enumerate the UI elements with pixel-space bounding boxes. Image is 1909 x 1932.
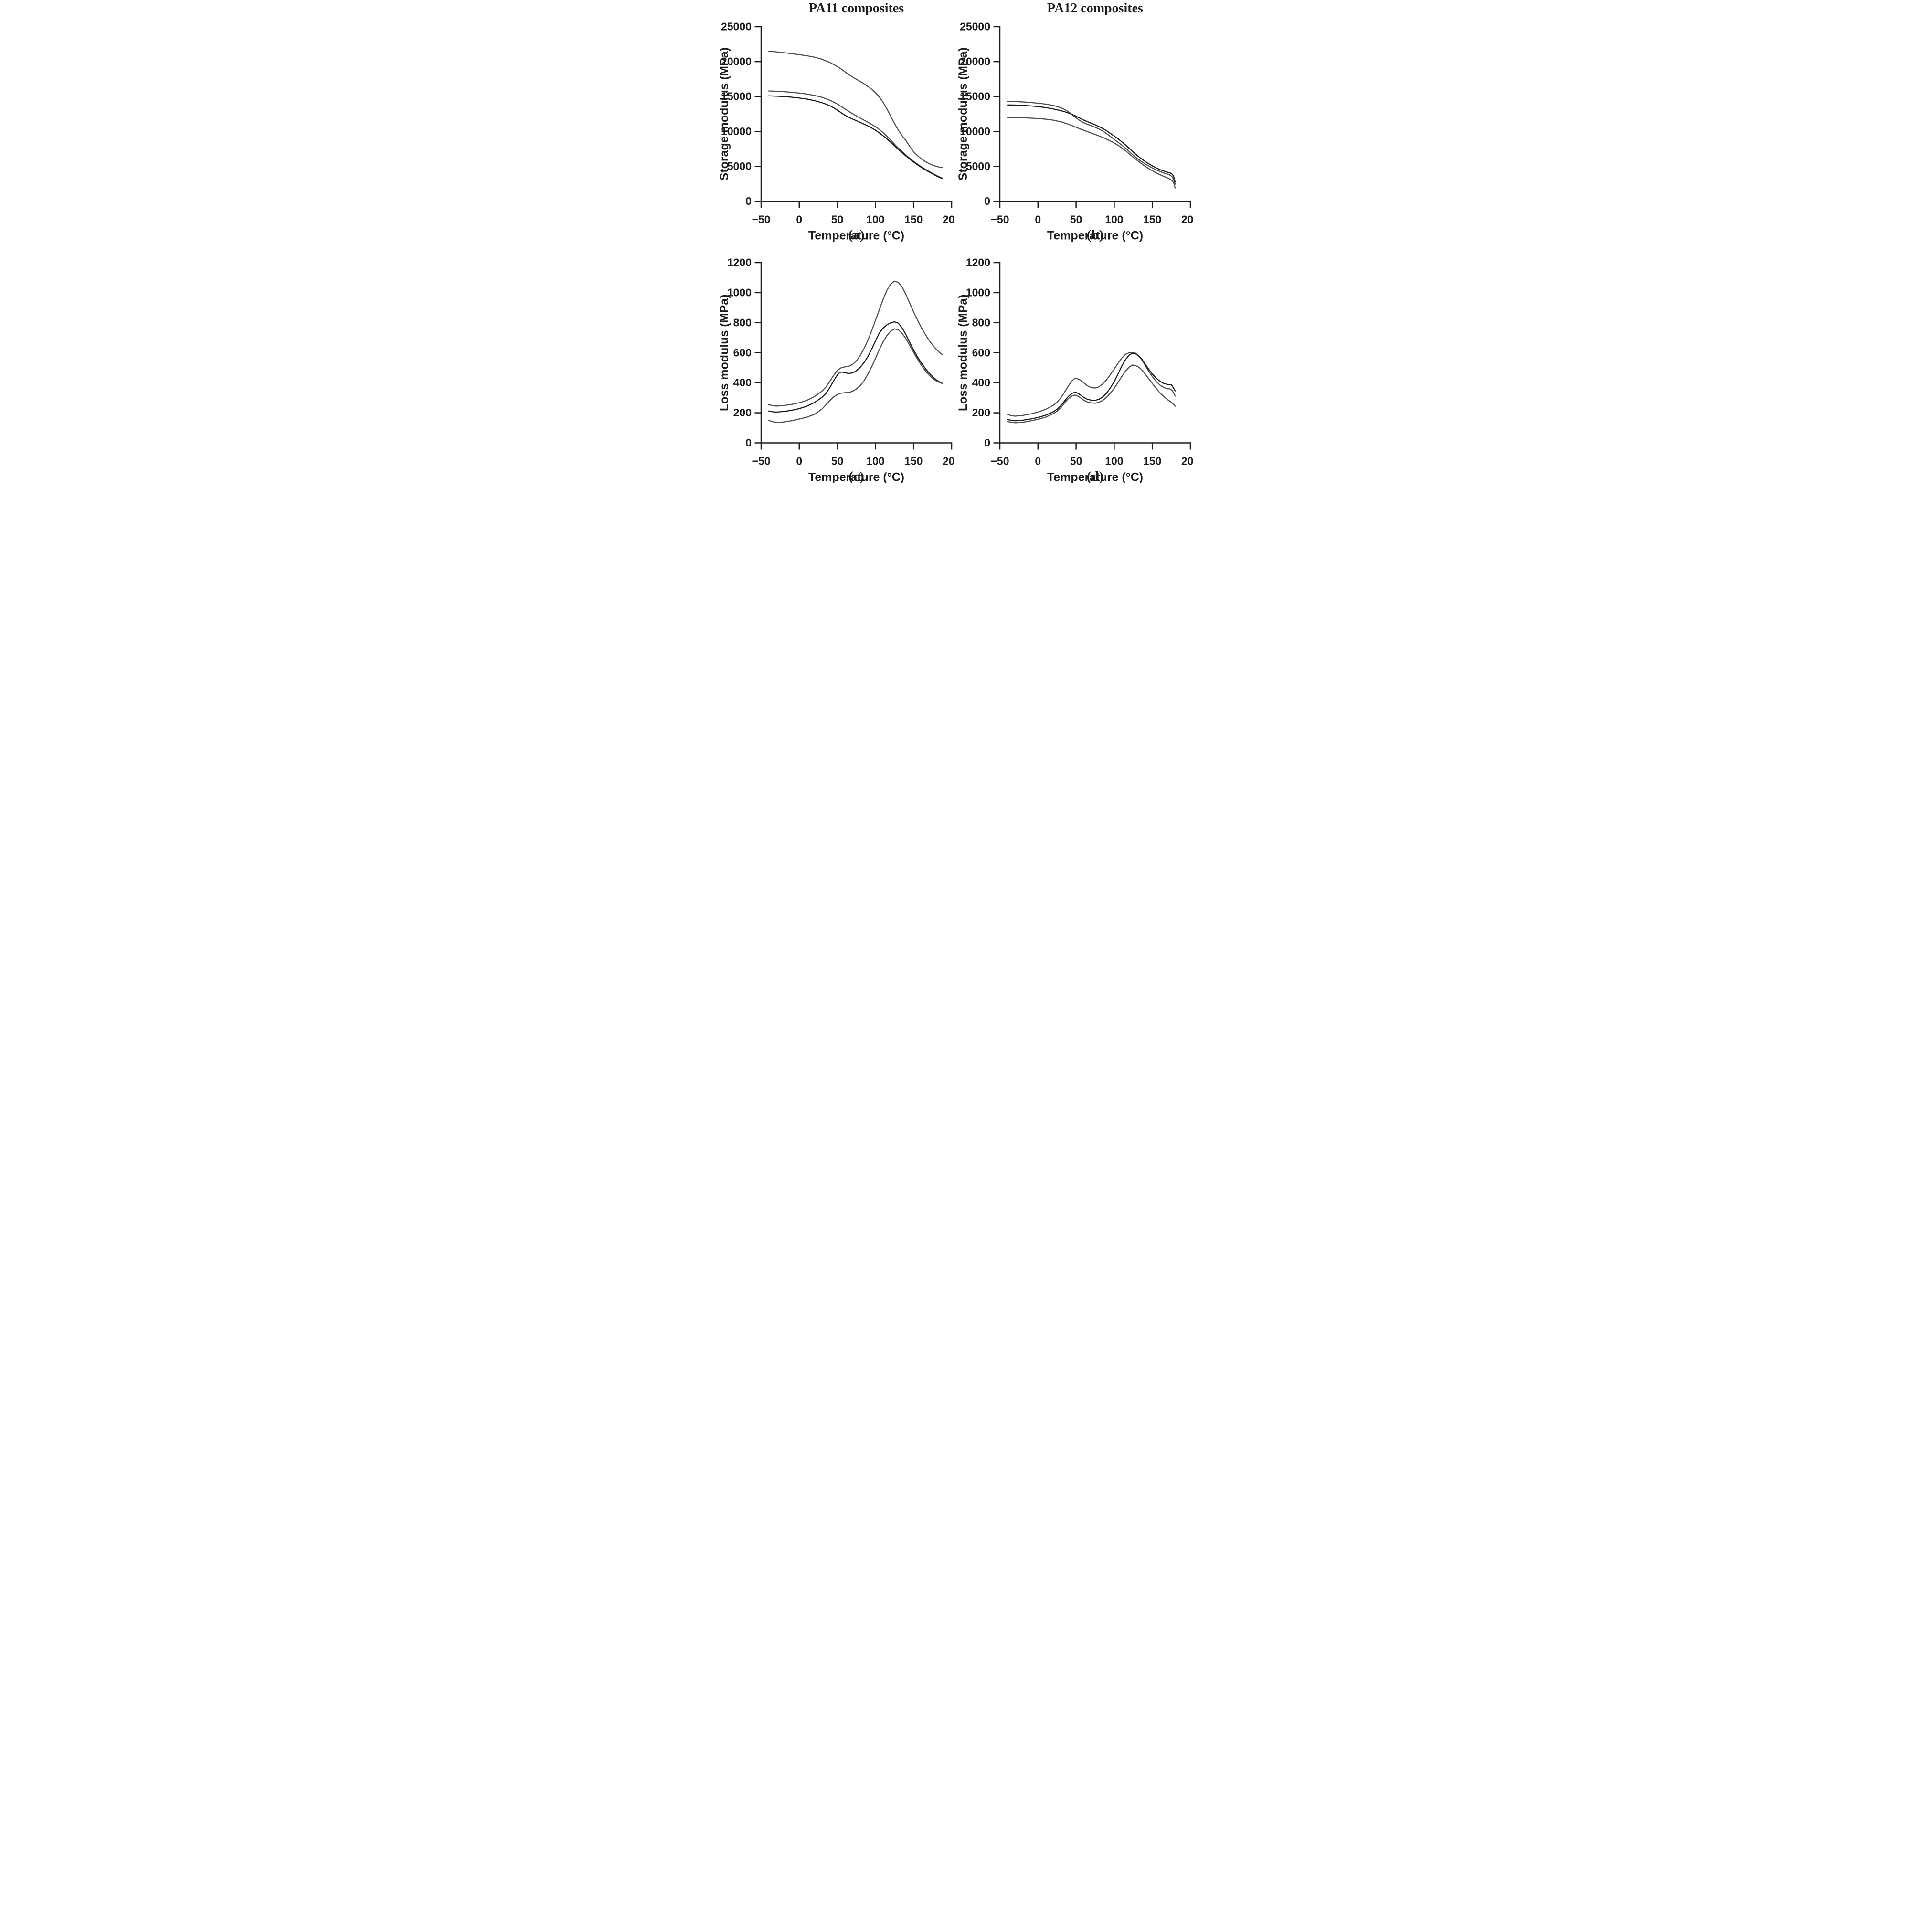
x-tick-label: 150 bbox=[1143, 455, 1161, 467]
y-tick-label: 15000 bbox=[721, 90, 752, 103]
x-tick-label: 50 bbox=[831, 455, 844, 467]
x-tick-label: 0 bbox=[1035, 213, 1041, 226]
x-tick-label: 200 bbox=[943, 455, 954, 467]
x-tick-label: 100 bbox=[866, 455, 884, 467]
chart-loss-modulus-pa11: 020040060080010001200−50050100150200Temp… bbox=[718, 256, 954, 484]
y-tick-label: 0 bbox=[745, 436, 752, 449]
curve-series-3 bbox=[768, 95, 944, 180]
y-tick-label: 1000 bbox=[727, 286, 752, 298]
x-tick-label: −50 bbox=[990, 213, 1009, 226]
chart-storage-modulus-pa11: PA11 composites 0 5000 10000 15000 20000 25000… bbox=[718, 1, 954, 242]
x-tick-label: 50 bbox=[1070, 213, 1082, 226]
panel-a: PA11 composites 0 5000 10000 15000 20000 25000… bbox=[716, 0, 954, 242]
x-tick-label: 200 bbox=[1181, 455, 1193, 467]
x-axis-title: Temperature (°C) bbox=[808, 229, 904, 242]
y-tick-label: 600 bbox=[733, 346, 752, 359]
x-tick-label: 0 bbox=[1035, 455, 1041, 467]
dma-figure: PA11 composites 0 5000 10000 15000 20000 25000… bbox=[716, 0, 1193, 483]
y-tick-label: 5000 bbox=[966, 160, 990, 172]
x-tick-label: 150 bbox=[904, 455, 923, 467]
y-tick-label: 200 bbox=[733, 406, 752, 419]
curve-series-1 bbox=[1007, 101, 1176, 185]
y-tick-label: 200 bbox=[972, 406, 990, 419]
x-tick-label: 150 bbox=[1143, 213, 1161, 226]
x-tick-label: 50 bbox=[1070, 455, 1082, 467]
panel-c: 020040060080010001200−50050100150200Temp… bbox=[716, 242, 954, 484]
x-axis-title: Temperature (°C) bbox=[1047, 229, 1143, 242]
y-tick-label: 20000 bbox=[960, 55, 990, 68]
y-tick-label: 0 bbox=[984, 195, 990, 207]
y-tick-label: 800 bbox=[733, 316, 752, 329]
curve-series-3 bbox=[1007, 364, 1176, 424]
y-tick-label: 1200 bbox=[727, 256, 752, 269]
curve-series-3 bbox=[768, 328, 944, 423]
panel-letter: (a) bbox=[848, 227, 865, 242]
panel-title: PA11 composites bbox=[809, 1, 904, 16]
chart-loss-modulus-pa12: 020040060080010001200−50050100150200Temp… bbox=[956, 256, 1193, 484]
curve-series-2 bbox=[1007, 104, 1176, 183]
x-axis-title: Temperature (°C) bbox=[1047, 471, 1143, 484]
x-tick-label: −50 bbox=[990, 455, 1009, 467]
panel-d: 020040060080010001200−50050100150200Temp… bbox=[954, 242, 1193, 484]
y-tick-label: 1200 bbox=[966, 256, 990, 269]
y-tick-label: 800 bbox=[972, 316, 990, 329]
axes bbox=[760, 262, 953, 444]
y-tick-label: 0 bbox=[745, 195, 752, 207]
curve-series-3 bbox=[1007, 117, 1176, 189]
x-tick-label: 200 bbox=[1181, 213, 1193, 226]
y-tick-label: 600 bbox=[972, 346, 990, 359]
x-tick-label: −50 bbox=[752, 455, 770, 467]
y-tick-label: 10000 bbox=[960, 125, 990, 138]
x-tick-label: 200 bbox=[943, 213, 954, 226]
curve-series-1 bbox=[768, 280, 944, 407]
panel-letter: (b) bbox=[1087, 227, 1103, 242]
x-tick-label: −50 bbox=[752, 213, 770, 226]
x-tick-label: 150 bbox=[904, 213, 923, 226]
y-tick-label: 0 bbox=[984, 436, 990, 449]
x-tick-label: 100 bbox=[1105, 455, 1123, 467]
y-axis-title: Loss modulus (MPa) bbox=[718, 295, 731, 411]
y-tick-label: 5000 bbox=[727, 160, 752, 172]
curve-series-2 bbox=[1007, 352, 1176, 422]
y-tick-label: 400 bbox=[733, 376, 752, 389]
x-tick-label: 0 bbox=[796, 455, 802, 467]
y-tick-label: 20000 bbox=[721, 55, 752, 68]
y-tick-label: 10000 bbox=[721, 125, 752, 138]
x-tick-label: 100 bbox=[866, 213, 884, 226]
y-tick-label: 400 bbox=[972, 376, 990, 389]
y-axis-title: Loss modulus (MPa) bbox=[956, 295, 970, 411]
y-tick-label: 25000 bbox=[721, 21, 752, 33]
y-axis-title: Storage modulus (MPa) bbox=[956, 47, 970, 180]
curve-series-1 bbox=[768, 51, 944, 169]
x-tick-label: 50 bbox=[831, 213, 844, 226]
y-tick-label: 1000 bbox=[966, 286, 990, 298]
panel-title: PA12 composites bbox=[1047, 1, 1143, 16]
panel-letter: (d) bbox=[1087, 469, 1103, 483]
panel-b: PA12 composites 0 5000 10000 15000 20000 25000… bbox=[954, 0, 1193, 242]
curve-series-2 bbox=[768, 90, 944, 179]
x-tick-label: 0 bbox=[796, 213, 802, 226]
y-tick-label: 15000 bbox=[960, 90, 990, 103]
axes bbox=[999, 262, 1191, 444]
chart-storage-modulus-pa12: PA12 composites 0 5000 10000 15000 20000 25000… bbox=[956, 1, 1193, 242]
curve-series-2 bbox=[768, 321, 944, 413]
panel-letter: (c) bbox=[848, 469, 864, 483]
y-axis-title: Storage modulus (MPa) bbox=[718, 47, 731, 180]
curve-series-1 bbox=[1007, 351, 1176, 417]
x-tick-label: 100 bbox=[1105, 213, 1123, 226]
x-axis-title: Temperature (°C) bbox=[808, 471, 904, 484]
y-tick-label: 25000 bbox=[960, 21, 990, 33]
